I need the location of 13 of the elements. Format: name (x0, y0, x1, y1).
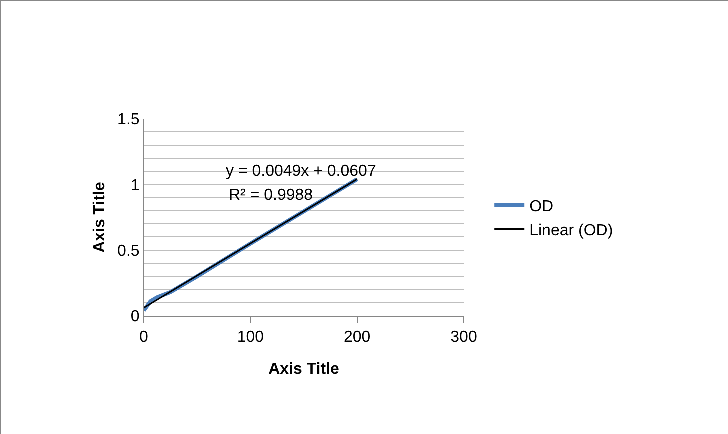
y-tick-label: 0 (130, 308, 140, 326)
y-tick-label: 0.5 (118, 242, 140, 260)
y-axis-title: Axis Title (91, 182, 108, 253)
legend-label: Linear (OD) (530, 222, 614, 240)
annotation: y = 0.0049x + 0.0607 (226, 163, 376, 180)
legend-label: OD (530, 198, 554, 216)
y-tick-label: 1 (130, 177, 140, 194)
x-tick-label: 100 (237, 329, 264, 346)
y-tick-label: 1.5 (118, 112, 140, 129)
annotation: R² = 0.9988 (229, 187, 314, 204)
x-axis-title: Axis Title (268, 361, 340, 378)
x-tick-label: 200 (344, 329, 371, 346)
x-tick-label: 300 (450, 329, 478, 346)
